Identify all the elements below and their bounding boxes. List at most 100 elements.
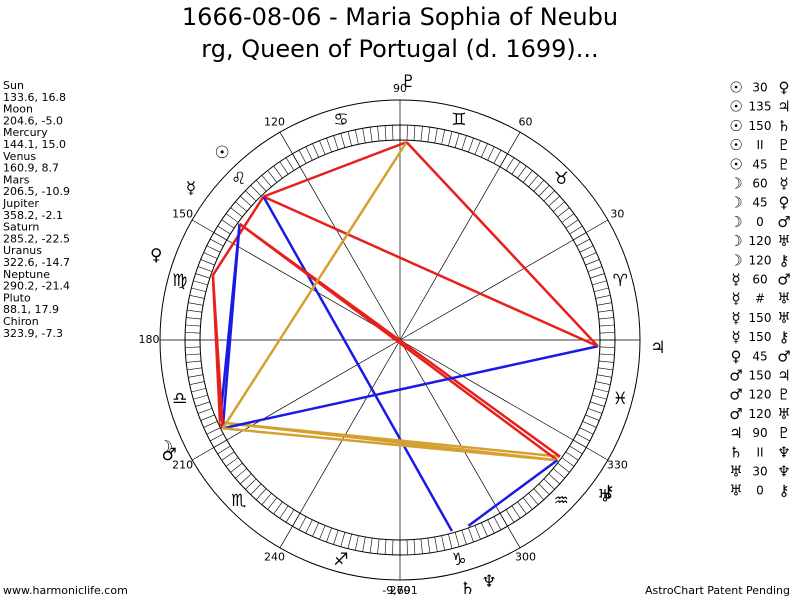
aspect-from: ☿ [731,290,740,308]
aspect-type: 45 [752,157,767,171]
aspect-from: ☽ [729,251,742,269]
spoke [213,232,401,341]
ring-hatch [369,127,373,142]
ring-hatch [340,532,346,547]
ring-hatch [210,238,224,247]
planet-glyph: ☉ [214,143,229,163]
ring-hatch [362,128,366,144]
ring-hatch [305,519,313,534]
aspect-from: ☿ [731,328,740,346]
ring-hatch [235,201,247,212]
ring-hatch [599,324,615,327]
zodiac-sign: ♉ [554,169,569,189]
ring-hatch [557,207,570,218]
aspect-to: ♃ [777,98,790,116]
planet-position: 133.6, 16.8 [3,91,66,104]
aspect-type: 120 [749,388,772,402]
planet-name: Chiron [3,315,39,328]
ring-hatch [569,225,583,235]
ring-hatch [543,478,555,490]
ring-hatch [217,225,231,235]
ring-hatch [188,374,204,378]
aspect-line [405,141,599,348]
ring-hatch [576,238,590,247]
ring-hatch [569,445,583,455]
ring-hatch [590,273,605,279]
aspect-to: ♇ [777,424,790,442]
degree-label: 30 [610,208,624,221]
aspect-type: 120 [749,234,772,248]
planet-position: 322.6, -14.7 [3,256,70,269]
ring-hatch [493,150,502,164]
aspect-type: 30 [752,81,767,95]
aspect-type: 0 [756,484,764,498]
spoke [586,219,609,233]
ring-hatch [596,302,612,306]
zodiac-sign: ♌ [231,169,246,189]
ring-hatch [474,525,481,540]
planet-glyph: ♀ [150,246,162,266]
ring-hatch [565,451,579,461]
ring-hatch [538,483,550,495]
ring-hatch [434,536,438,552]
degree-label: 150 [172,208,193,221]
aspect-line [219,421,561,458]
ring-hatch [285,157,295,171]
spoke [507,526,521,549]
aspect-to: ⚷ [779,251,790,269]
ring-hatch [197,408,213,414]
ring-hatch [593,388,609,393]
aspect-from: ☽ [729,213,742,231]
ring-hatch [326,137,332,153]
spoke [586,447,609,461]
title-line: 1666-08-06 - Maria Sophia of Neubu [182,3,618,31]
aspect-to: ♅ [777,232,790,250]
ring-hatch [279,161,289,175]
ring-hatch [347,533,352,549]
ring-hatch [481,143,488,158]
ring-hatch [454,133,460,148]
aspect-type: 45 [752,349,767,363]
aspect-to: ♂ [777,271,790,289]
ring-hatch [487,146,495,161]
planet-glyph: ♂ [161,445,176,465]
ring-hatch [267,170,278,183]
aspect-from: ☽ [729,232,742,250]
aspect-to: ♂ [777,213,790,231]
aspect-from: ♄ [729,443,742,461]
ring-hatch [188,302,204,306]
planet-glyph: ♇ [401,72,416,92]
planet-glyph: ☽ [158,437,173,457]
ring-hatch [553,201,565,212]
ring-hatch [420,538,423,554]
zodiac-sign: ♋ [333,110,348,130]
ring-hatch [261,175,272,187]
spoke [399,339,508,527]
ring-hatch [225,457,239,467]
aspect-from: ☉ [729,98,742,116]
aspect-from: ☉ [729,117,742,135]
ring-hatch [255,488,267,500]
ring-hatch [585,259,600,266]
ring-hatch [598,309,613,313]
ring-hatch [225,213,239,223]
aspect-line [262,195,599,348]
aspect-line [222,427,558,462]
ring-hatch [319,140,326,155]
aspect-to: ♃ [777,367,790,385]
ring-hatch [185,332,201,334]
aspect-to: ♀ [779,194,790,212]
ring-hatch [593,287,609,292]
ring-hatch [441,129,445,145]
ring-hatch [333,135,339,150]
ring-hatch [221,451,235,461]
planet-name: Uranus [3,244,42,257]
aspect-to: ♅ [777,290,790,308]
ring-hatch [406,539,408,555]
planet-position: 160.9, 8.7 [3,162,59,175]
ring-hatch [413,539,416,555]
ring-hatch [413,125,416,141]
planet-glyph: ♅ [597,487,612,507]
ring-hatch [595,295,611,299]
aspect-line [263,140,408,198]
